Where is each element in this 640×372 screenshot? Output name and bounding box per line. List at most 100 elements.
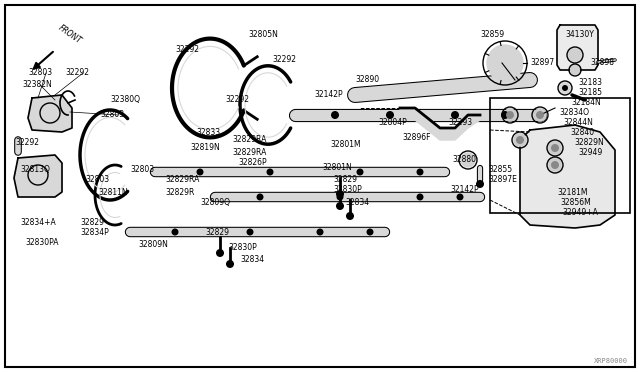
Circle shape bbox=[172, 228, 179, 235]
Circle shape bbox=[336, 190, 344, 198]
Text: 32803: 32803 bbox=[85, 175, 109, 184]
Text: 32834O: 32834O bbox=[559, 108, 589, 117]
Text: 32801N: 32801N bbox=[322, 163, 352, 172]
Circle shape bbox=[42, 105, 58, 122]
Text: 32142P: 32142P bbox=[314, 90, 342, 99]
Circle shape bbox=[266, 169, 273, 176]
Circle shape bbox=[506, 111, 514, 119]
Text: 32829N: 32829N bbox=[574, 138, 604, 147]
Text: 32949: 32949 bbox=[578, 148, 602, 157]
Circle shape bbox=[417, 193, 424, 201]
Circle shape bbox=[216, 249, 224, 257]
Circle shape bbox=[516, 136, 524, 144]
Text: 32183: 32183 bbox=[578, 78, 602, 87]
Text: 32833: 32833 bbox=[196, 128, 220, 137]
Text: 34130Y: 34130Y bbox=[565, 30, 594, 39]
Text: 32801M: 32801M bbox=[330, 140, 360, 149]
Circle shape bbox=[533, 108, 547, 122]
Circle shape bbox=[456, 193, 463, 201]
Text: 32184N: 32184N bbox=[571, 98, 601, 107]
Text: 32830PA: 32830PA bbox=[25, 238, 58, 247]
Text: 32292: 32292 bbox=[65, 68, 89, 77]
Circle shape bbox=[486, 44, 524, 82]
Circle shape bbox=[246, 228, 253, 235]
Bar bbox=[490, 98, 630, 213]
Circle shape bbox=[551, 161, 559, 169]
Circle shape bbox=[451, 111, 459, 119]
Text: 32898: 32898 bbox=[590, 58, 614, 67]
Text: 32811N: 32811N bbox=[98, 188, 127, 197]
Text: 32809N: 32809N bbox=[138, 240, 168, 249]
Text: 32829: 32829 bbox=[80, 218, 104, 227]
Circle shape bbox=[562, 85, 568, 91]
Text: 32880: 32880 bbox=[452, 155, 476, 164]
Text: XRP80000: XRP80000 bbox=[594, 358, 628, 364]
Text: 32382N: 32382N bbox=[22, 80, 52, 89]
Circle shape bbox=[337, 193, 344, 201]
Text: 32829: 32829 bbox=[205, 228, 229, 237]
Text: 32803: 32803 bbox=[130, 165, 154, 174]
Text: 32829: 32829 bbox=[333, 175, 357, 184]
Text: 32896F: 32896F bbox=[402, 133, 431, 142]
Text: 32826P: 32826P bbox=[238, 158, 267, 167]
Text: FRONT: FRONT bbox=[57, 24, 83, 46]
Text: 32813Q: 32813Q bbox=[20, 165, 50, 174]
Circle shape bbox=[29, 167, 47, 183]
Text: 32829RA: 32829RA bbox=[232, 148, 266, 157]
Text: 32834: 32834 bbox=[345, 198, 369, 207]
Text: 32380Q: 32380Q bbox=[110, 95, 140, 104]
Circle shape bbox=[501, 111, 509, 119]
Text: 32805N: 32805N bbox=[248, 30, 278, 39]
Text: 32840: 32840 bbox=[570, 128, 594, 137]
Circle shape bbox=[568, 48, 582, 62]
Text: 32804P: 32804P bbox=[378, 118, 407, 127]
Text: 32829RA: 32829RA bbox=[165, 175, 200, 184]
Polygon shape bbox=[28, 95, 72, 132]
Circle shape bbox=[476, 180, 484, 188]
Text: 32142P: 32142P bbox=[450, 185, 479, 194]
Text: 32856M: 32856M bbox=[560, 198, 591, 207]
Circle shape bbox=[226, 260, 234, 268]
Polygon shape bbox=[557, 25, 598, 70]
Text: 32844N: 32844N bbox=[563, 118, 593, 127]
Circle shape bbox=[536, 111, 544, 119]
Polygon shape bbox=[14, 155, 62, 197]
Circle shape bbox=[257, 193, 264, 201]
Text: 32829RA: 32829RA bbox=[232, 135, 266, 144]
Circle shape bbox=[503, 108, 517, 122]
Text: 32949+A: 32949+A bbox=[562, 208, 598, 217]
Text: 32859: 32859 bbox=[480, 30, 504, 39]
Circle shape bbox=[548, 141, 562, 155]
Text: 32834+A: 32834+A bbox=[20, 218, 56, 227]
Circle shape bbox=[548, 158, 562, 172]
Text: 32803: 32803 bbox=[28, 68, 52, 77]
Text: 32829R: 32829R bbox=[165, 188, 195, 197]
Text: 32292: 32292 bbox=[272, 55, 296, 64]
Text: 32834: 32834 bbox=[240, 255, 264, 264]
Circle shape bbox=[196, 169, 204, 176]
Circle shape bbox=[460, 153, 476, 168]
Circle shape bbox=[336, 202, 344, 210]
Text: 32897: 32897 bbox=[530, 58, 554, 67]
Text: 32855: 32855 bbox=[488, 165, 512, 174]
Circle shape bbox=[367, 228, 374, 235]
Text: 32181M: 32181M bbox=[557, 188, 588, 197]
Circle shape bbox=[331, 111, 339, 119]
Circle shape bbox=[346, 212, 354, 220]
Text: 32897E: 32897E bbox=[488, 175, 517, 184]
Circle shape bbox=[551, 144, 559, 152]
Circle shape bbox=[417, 169, 424, 176]
Circle shape bbox=[356, 169, 364, 176]
Text: 32185: 32185 bbox=[578, 88, 602, 97]
Text: 32809Q: 32809Q bbox=[200, 198, 230, 207]
Circle shape bbox=[386, 111, 394, 119]
Text: 32292: 32292 bbox=[225, 95, 249, 104]
Circle shape bbox=[570, 65, 580, 75]
Polygon shape bbox=[400, 108, 480, 140]
Circle shape bbox=[513, 133, 527, 147]
Text: 32292: 32292 bbox=[175, 45, 199, 54]
Circle shape bbox=[317, 228, 323, 235]
Text: 32292: 32292 bbox=[15, 138, 39, 147]
Text: 32803: 32803 bbox=[100, 110, 124, 119]
Polygon shape bbox=[520, 125, 615, 228]
